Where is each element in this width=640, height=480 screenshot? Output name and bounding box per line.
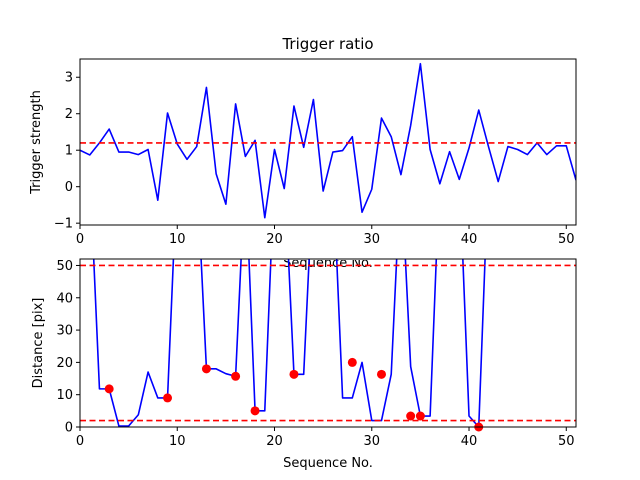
y-tick-label: 50: [56, 259, 73, 274]
data-marker: [104, 384, 114, 394]
x-tick-label: 0: [76, 434, 84, 449]
x-tick-label: 10: [169, 434, 186, 449]
chart-title: Trigger ratio: [281, 35, 373, 53]
y-tick-label: 10: [56, 388, 73, 403]
x-tick-label: 20: [266, 232, 283, 247]
distance-ticks: 0 10 20 30 40 50 0 10 20 30 40 50: [56, 259, 574, 449]
x-axis-title: Sequence No.: [283, 456, 373, 471]
series-line: [92, 259, 486, 427]
series-line: [80, 62, 576, 219]
x-tick-label: 10: [169, 232, 186, 247]
data-marker: [347, 357, 357, 367]
data-marker: [250, 406, 260, 416]
y-tick-label: 3: [65, 71, 73, 86]
panel-gap-cover: [80, 248, 576, 260]
data-marker: [289, 369, 299, 379]
data-marker: [406, 411, 416, 421]
distance-marks: [80, 259, 576, 432]
y-tick-label: 20: [56, 356, 73, 371]
data-marker: [415, 411, 425, 421]
y-axis-title: Trigger strength: [29, 90, 44, 195]
data-marker: [376, 369, 386, 379]
distance-panel: 0 10 20 30 40 50 0 10 20 30 40 50 Sequence No. Dist…: [31, 248, 577, 471]
data-marker: [163, 393, 173, 403]
x-tick-label: 50: [558, 434, 575, 449]
x-tick-label: 50: [558, 232, 575, 247]
y-tick-label: 40: [56, 291, 73, 306]
x-tick-label: 30: [363, 232, 380, 247]
trigger-ratio-marks: [80, 62, 576, 219]
plot-frame: [79, 258, 577, 428]
data-marker: [231, 371, 241, 381]
x-tick-label: 30: [363, 434, 380, 449]
y-tick-label: 0: [65, 180, 73, 195]
x-tick-label: 40: [461, 434, 478, 449]
y-tick-label: 2: [65, 107, 73, 122]
plot-frame: [79, 58, 577, 226]
y-tick-label: 1: [65, 144, 73, 159]
plot-area: [80, 62, 576, 219]
y-tick-label: 30: [56, 324, 73, 339]
x-tick-label: 40: [461, 232, 478, 247]
x-tick-label: 20: [266, 434, 283, 449]
data-marker: [201, 364, 211, 374]
y-tick-label: −1: [54, 217, 73, 232]
y-axis-title: Distance [pix]: [31, 298, 46, 389]
x-tick-label: 0: [76, 232, 84, 247]
y-tick-label: 0: [65, 421, 73, 436]
plot-area: [80, 259, 576, 427]
